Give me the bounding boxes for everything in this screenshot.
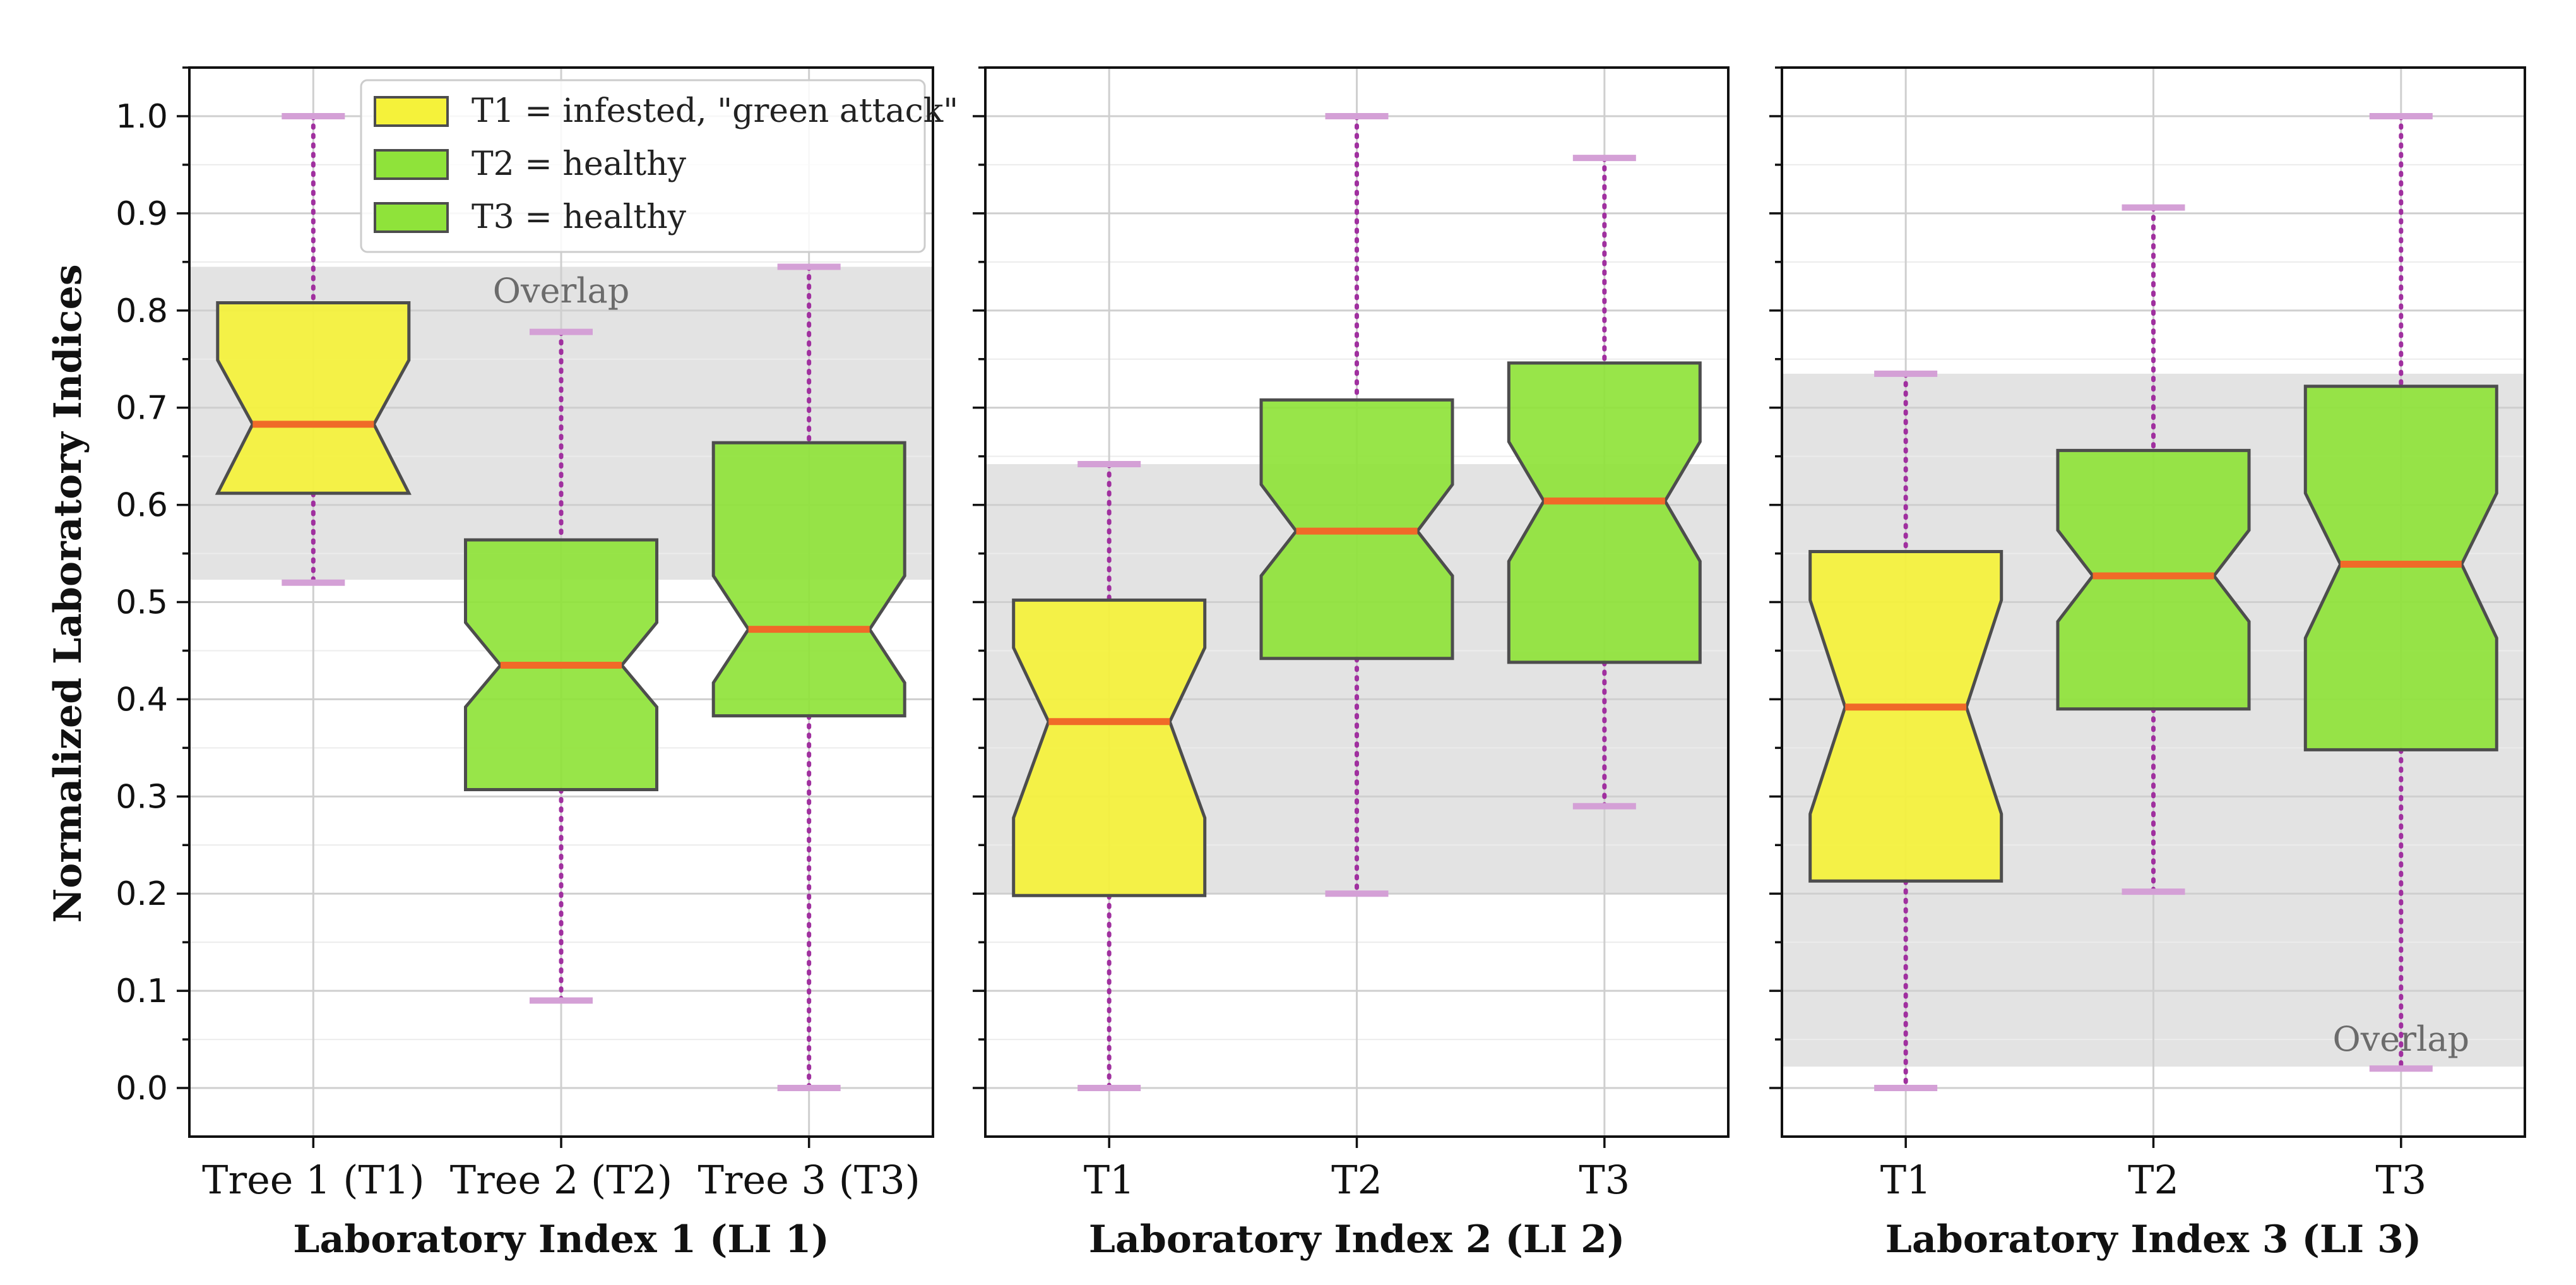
x-tick-label: T3: [1579, 1157, 1630, 1203]
notched-box: [713, 443, 905, 716]
panel-1: Overlap 0.0 0.1 0.2 0.3 0.4 0.5 0.6 0.7 0.8 0.9 1.0…: [116, 68, 958, 1262]
y-tick-label: 0.7: [116, 390, 168, 427]
y-tick-label: 0.8: [116, 292, 168, 330]
legend-swatch: [375, 150, 448, 179]
overlap-label: Overlap: [493, 271, 630, 311]
x-tick-label: T1: [1880, 1157, 1932, 1203]
y-axis-title: Normalized Laboratory Indices: [46, 264, 90, 923]
x-axis-title: Laboratory Index 3 (LI 3): [1885, 1217, 2421, 1262]
x-axis-title: Laboratory Index 2 (LI 2): [1089, 1217, 1625, 1262]
boxplot-figure: Normalized Laboratory Indices Overlap 0.0…: [0, 0, 2576, 1285]
notched-box: [1509, 363, 1700, 662]
x-tick-label: T3: [2375, 1157, 2426, 1203]
y-tick-label: 0.2: [116, 875, 168, 913]
legend-label: T3 = healthy: [472, 198, 687, 236]
notched-box: [1014, 600, 1205, 895]
y-tick-label: 1.0: [116, 98, 168, 136]
x-tick-label: Tree 1 (T1): [202, 1157, 424, 1203]
y-tick-label: 0.4: [116, 681, 168, 719]
legend-swatch: [375, 203, 448, 232]
legend-label: T1 = infested, "green attack": [472, 92, 958, 130]
y-tick-label: 0.9: [116, 195, 168, 233]
y-tick-label: 0.6: [116, 487, 168, 525]
y-tick-label: 0.1: [116, 972, 168, 1010]
x-axis-title: Laboratory Index 1 (LI 1): [293, 1217, 829, 1262]
x-tick-label: T2: [1331, 1157, 1382, 1203]
y-tick-label: 0.5: [116, 584, 168, 622]
notched-box: [218, 303, 409, 494]
y-tick-label: 0.3: [116, 778, 168, 816]
legend-swatch: [375, 97, 448, 126]
legend-label: T2 = healthy: [472, 145, 687, 183]
y-tick-label: 0.0: [116, 1070, 168, 1108]
x-tick-label: T2: [2128, 1157, 2179, 1203]
x-tick-label: T1: [1084, 1157, 1135, 1203]
x-tick-label: Tree 3 (T3): [697, 1157, 920, 1203]
legend: T1 = infested, "green attack" T2 = health…: [361, 80, 958, 252]
x-tick-label: Tree 2 (T2): [450, 1157, 672, 1203]
